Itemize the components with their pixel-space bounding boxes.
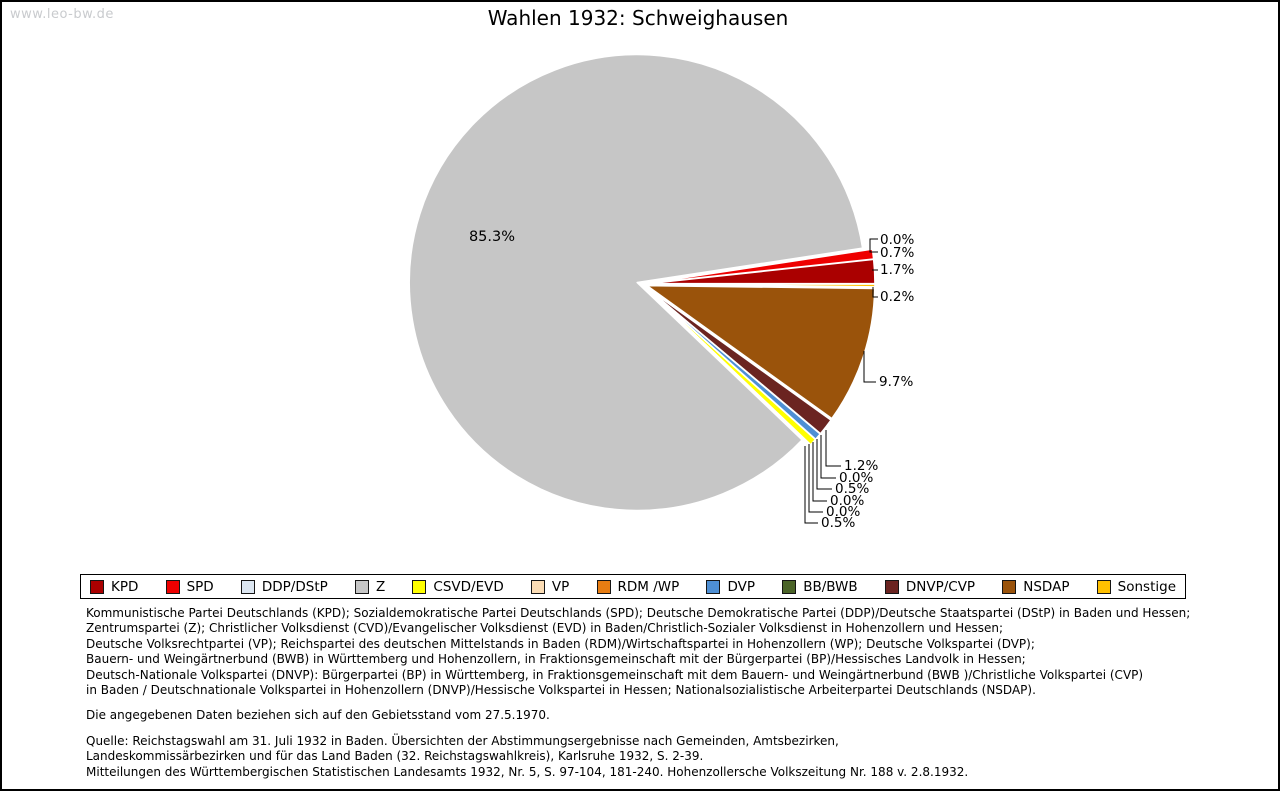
legend-item: CSVD/EVD — [412, 578, 504, 595]
legend-label: RDM /WP — [617, 578, 680, 595]
party-description-line: Deutsche Volksrechtpartei (VP); Reichspa… — [86, 636, 1035, 651]
legend-swatch-icon — [884, 579, 899, 594]
legend-item: KPD — [90, 579, 138, 595]
legend-swatch-icon — [165, 579, 180, 594]
legend-label: DDP/DStP — [261, 578, 328, 595]
legend-item: NSDAP — [1002, 579, 1069, 595]
leader-line — [812, 442, 827, 502]
party-description-line: in Baden / Deutschnationale Volkspartei … — [86, 683, 1036, 698]
legend-label: DVP — [727, 578, 755, 595]
source-line: Landeskommissärbezirken und für das Land… — [86, 749, 704, 764]
slice-label: 0.0% — [826, 504, 860, 520]
legend-item: VP — [530, 578, 570, 595]
legend-swatch-icon — [530, 579, 545, 594]
legend-label: NSDAP — [1023, 578, 1070, 595]
legend-item: DDP/DStP — [240, 578, 328, 595]
legend: KPD SPD DDP/DStP Z CSVD/EVD VP RDM /WP DVP BB/BW… — [80, 574, 1186, 599]
legend-item: Sonstige — [1096, 578, 1176, 595]
slice-label: 0.2% — [880, 289, 914, 305]
slice-label: 0.5% — [835, 481, 869, 497]
slice-label: 0.0% — [830, 493, 864, 509]
party-description-line: Kommunistische Partei Deutschlands (KPD)… — [86, 606, 1191, 620]
party-description-line: Zentrumspartei (Z); Christlicher Volksdi… — [86, 621, 1004, 636]
slice-label: 0.0% — [880, 232, 914, 248]
legend-label: Sonstige — [1117, 578, 1176, 595]
slice-label: 0.7% — [880, 245, 914, 261]
source-line: Quelle: Reichstagswahl am 31. Juli 1932 … — [86, 733, 839, 748]
legend-swatch-icon — [412, 579, 427, 594]
pie-chart: 1.7%0.7%0.0%85.3%0.5%0.0%0.0%0.5%0.0%1.2… — [408, 53, 914, 531]
leader-line — [804, 446, 818, 524]
slice-label: 9.7% — [879, 374, 913, 390]
leader-line — [869, 248, 878, 253]
source-citation: Quelle: Reichstagswahl am 31. Juli 1932 … — [86, 734, 1276, 780]
footer-text: Kommunistische Partei Deutschlands (KPD)… — [86, 606, 1276, 780]
legend-swatch-icon — [1002, 579, 1017, 594]
leader-line — [816, 439, 832, 490]
legend-item: SPD — [165, 578, 214, 595]
legend-label: Z — [375, 578, 386, 595]
pie-slice-dvp — [644, 286, 822, 441]
leader-line — [820, 435, 836, 479]
watermark: www.leo-bw.de — [10, 7, 114, 22]
legend-item: BB/BWB — [782, 578, 858, 595]
territory-note: Die angegebenen Daten beziehen sich auf … — [86, 708, 550, 723]
party-description-line: Bauern- und Weingärtnerbund (BWB) in Wür… — [86, 652, 1026, 667]
legend-swatch-icon — [354, 579, 369, 594]
legend-swatch-icon — [90, 579, 104, 594]
legend-swatch-icon — [596, 579, 611, 594]
legend-swatch-icon — [1096, 579, 1111, 594]
leader-line — [872, 287, 878, 298]
pie-slice-z — [408, 53, 864, 512]
pie-slice-spd — [646, 248, 875, 285]
leader-line — [825, 430, 841, 467]
pie-slice-sonstige — [646, 283, 876, 288]
slice-label: 85.3% — [469, 229, 515, 245]
legend-item: Z — [354, 578, 386, 595]
party-description-line: Deutsch-Nationale Volkspartei (DNVP): Bü… — [86, 667, 1144, 682]
legend-label: VP — [551, 578, 570, 595]
legend-label: KPD — [111, 578, 139, 595]
legend-swatch-icon — [706, 579, 721, 594]
legend-label: SPD — [186, 578, 214, 595]
chart-title: Wahlen 1932: Schweighausen — [487, 6, 789, 30]
leader-line — [808, 444, 823, 513]
leader-line — [869, 238, 878, 248]
leader-line — [863, 351, 876, 383]
pie-slice-nsdap — [645, 284, 876, 420]
party-descriptions: Kommunistische Partei Deutschlands (KPD)… — [86, 606, 1276, 698]
source-line: Mitteilungen des Württembergischen Stati… — [86, 764, 969, 779]
legend-label: CSVD/EVD — [433, 578, 504, 595]
legend-item: RDM /WP — [596, 578, 680, 595]
legend-swatch-icon — [240, 579, 255, 594]
legend-label: DNVP/CVP — [905, 578, 976, 595]
legend-item: DVP — [706, 579, 755, 595]
slice-label: 1.7% — [880, 262, 914, 278]
slice-label: 0.5% — [821, 515, 855, 531]
legend-label: BB/BWB — [803, 578, 858, 595]
legend-swatch-icon — [782, 579, 797, 594]
slice-label: 0.0% — [839, 470, 873, 486]
legend-item: DNVP/CVP — [884, 578, 976, 595]
slice-label: 1.2% — [844, 458, 878, 474]
